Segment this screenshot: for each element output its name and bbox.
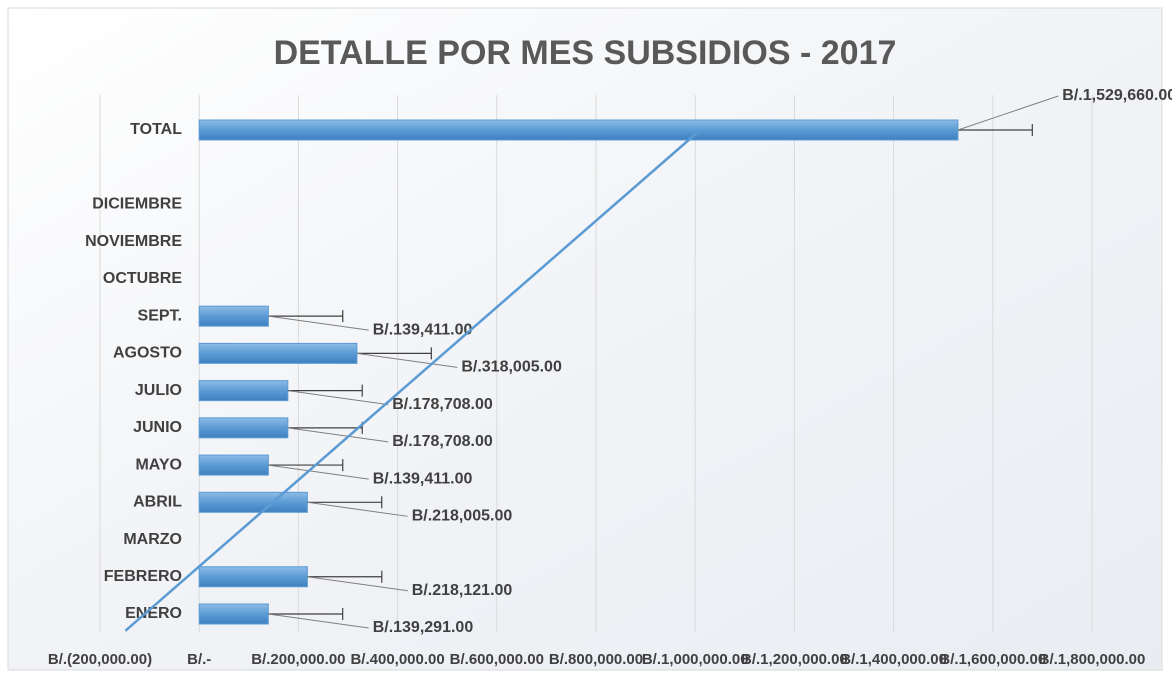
page: {"chart_data": { "type": "bar", "orienta… (0, 0, 1172, 684)
data-label: B/.218,005.00 (412, 508, 513, 525)
x-tick-label: B/.200,000.00 (251, 651, 345, 668)
category-label: ABRIL (133, 494, 182, 511)
x-tick-label: B/.600,000.00 (450, 651, 544, 668)
data-label: B/.1,529,660.00 (1062, 87, 1172, 104)
chart: DETALLE POR MES SUBSIDIOS - 2017 B/.(200… (0, 0, 1172, 679)
category-label: DICIEMBRE (92, 196, 182, 213)
x-tick-label: B/.800,000.00 (549, 651, 643, 668)
category-label: OCTUBRE (103, 270, 182, 287)
data-label: B/.139,411.00 (373, 321, 473, 338)
category-label: MARZO (123, 531, 182, 548)
x-tick-label: B/.400,000.00 (350, 651, 444, 668)
category-label: TOTAL (130, 121, 182, 138)
category-label: NOVIEMBRE (85, 233, 182, 250)
bar (199, 492, 307, 512)
category-label: SEPT. (138, 307, 182, 324)
bar (199, 418, 288, 438)
bar (199, 343, 357, 363)
data-label: B/.178,708.00 (392, 396, 493, 413)
x-tick-label: B/.1,800,000.00 (1039, 651, 1146, 668)
category-label: AGOSTO (113, 345, 182, 362)
bar (199, 604, 268, 624)
category-label: FEBRERO (104, 568, 182, 585)
data-label: B/.178,708.00 (392, 433, 493, 450)
bar (199, 306, 268, 326)
x-tick-label: B/.1,200,000.00 (741, 651, 848, 668)
chart-title: DETALLE POR MES SUBSIDIOS - 2017 (274, 34, 897, 72)
category-label: JUNIO (133, 419, 182, 436)
x-tick-label: B/.1,000,000.00 (642, 651, 749, 668)
category-label: MAYO (135, 456, 182, 473)
bar (199, 120, 958, 140)
x-tick-label: B/.(200,000.00) (48, 651, 152, 668)
data-label: B/.139,411.00 (373, 470, 473, 487)
category-label: JULIO (135, 382, 182, 399)
bar (199, 381, 288, 401)
data-label: B/.318,005.00 (461, 359, 562, 376)
x-tick-label: B/.- (187, 651, 211, 668)
x-tick-label: B/.1,400,000.00 (840, 651, 947, 668)
x-tick-label: B/.1,600,000.00 (939, 651, 1046, 668)
bar (199, 567, 307, 587)
data-label: B/.139,291.00 (373, 619, 474, 636)
bar (199, 455, 268, 475)
data-label: B/.218,121.00 (412, 582, 513, 599)
